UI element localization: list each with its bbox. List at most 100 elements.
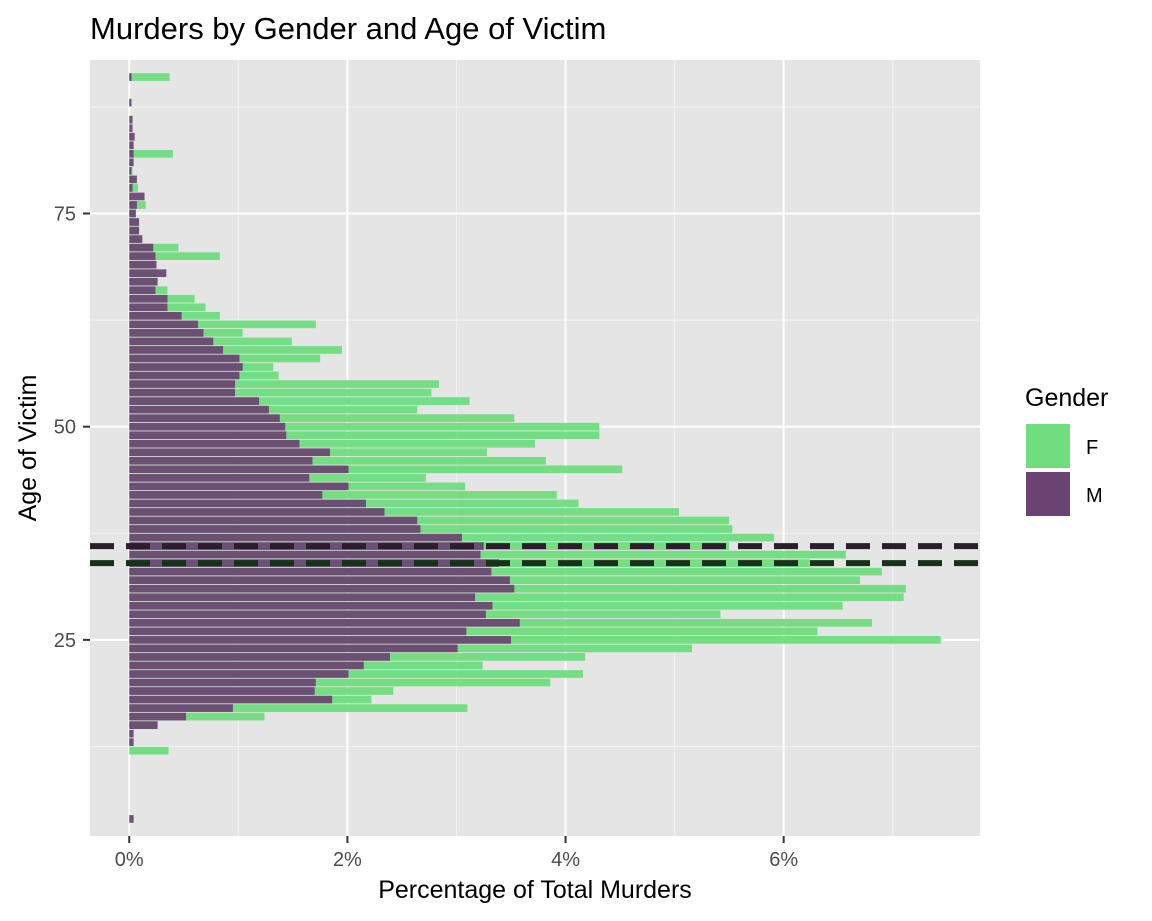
bar-m-age-33 (129, 567, 492, 576)
bar-m-age-68 (129, 269, 167, 278)
bar-m-age-16 (129, 712, 186, 721)
bar-m-age-38 (129, 525, 421, 533)
bar-f-age-51 (129, 414, 515, 422)
bar-m-age-28 (129, 610, 486, 619)
bar-m-age-23 (129, 653, 390, 661)
bar-m-age-17 (129, 704, 233, 712)
bar-m-age-69 (129, 260, 157, 269)
bar-m-age-50 (129, 422, 286, 431)
bar-m-age-19 (129, 687, 315, 695)
x-tick-label: 4% (551, 849, 580, 871)
bar-f-age-46 (129, 456, 546, 465)
bar-m-age-79 (129, 175, 137, 184)
bar-m-age-73 (129, 226, 140, 235)
bar-m-age-82 (129, 149, 134, 158)
bar-m-age-15 (129, 721, 158, 729)
chart-title: Murders by Gender and Age of Victim (90, 11, 606, 46)
bar-f-age-25 (129, 636, 941, 644)
bar-m-age-83 (129, 141, 134, 150)
y-tick-label: 75 (54, 203, 76, 225)
bar-m-age-57 (129, 363, 243, 371)
bar-f-age-21 (129, 670, 583, 678)
bar-m-age-22 (129, 661, 364, 670)
bar-m-age-86 (129, 115, 133, 124)
bar-f-age-30 (129, 593, 904, 602)
bar-m-age-43 (129, 482, 349, 491)
bar-m-age-14 (129, 729, 134, 738)
bar-m-age-13 (129, 738, 134, 747)
bar-m-age-41 (129, 499, 366, 508)
bar-f-age-35 (129, 550, 846, 559)
bar-m-age-26 (129, 627, 467, 636)
bar-m-age-60 (129, 337, 214, 346)
bar-m-age-24 (129, 644, 458, 653)
bar-m-age-30 (129, 593, 476, 602)
y-axis-title: Age of Victim (14, 375, 42, 522)
bar-m-age-44 (129, 474, 310, 482)
bar-m-age-18 (129, 695, 333, 704)
bar-f-age-50 (129, 422, 600, 431)
bar-m-age-54 (129, 388, 236, 397)
x-axis-title: Percentage of Total Murders (378, 876, 692, 904)
bar-f-age-53 (129, 397, 470, 405)
bar-m-age-91 (129, 73, 132, 81)
bar-m-age-46 (129, 456, 313, 465)
bar-f-age-49 (129, 431, 600, 440)
bar-m-age-78 (129, 184, 133, 192)
bar-m-age-88 (129, 98, 132, 107)
legend-swatch-m (1026, 472, 1070, 516)
bar-f-age-40 (129, 508, 679, 516)
bar-f-age-17 (129, 704, 468, 712)
bar-m-age-59 (129, 346, 224, 354)
bar-f-age-42 (129, 491, 557, 499)
bar-f-age-48 (129, 439, 535, 448)
legend-label-m: M (1086, 485, 1103, 507)
bar-f-age-71 (129, 243, 179, 252)
legend: Gender F M (1025, 384, 1108, 516)
bar-f-age-70 (129, 252, 220, 260)
bar-m-age-49 (129, 431, 287, 440)
bar-m-age-85 (129, 124, 133, 133)
y-tick-label: 25 (54, 630, 76, 652)
bar-m-age-63 (129, 311, 182, 320)
bar-f-age-62 (129, 320, 316, 329)
x-tick-label: 6% (769, 849, 798, 871)
bar-m-age-64 (129, 303, 168, 312)
x-tick-label: 2% (333, 849, 362, 871)
bar-m-age-75 (129, 209, 136, 218)
grid-minor (90, 60, 980, 836)
legend-swatch-f (1026, 424, 1070, 468)
bar-m-age-31 (129, 584, 515, 593)
bar-m-age-25 (129, 636, 512, 644)
bar-m-age-65 (129, 294, 168, 303)
bar-m-age-81 (129, 158, 134, 167)
bar-m-age-72 (129, 235, 143, 243)
bar-m-age-20 (129, 678, 316, 687)
bar-f-age-59 (129, 346, 342, 354)
bar-m-age-27 (129, 618, 520, 627)
bar-m-age-67 (129, 277, 158, 286)
bar-m-age-70 (129, 252, 156, 260)
bar-m-age-4 (129, 815, 134, 823)
bar-m-age-74 (129, 218, 140, 226)
bar-f-age-20 (129, 678, 551, 687)
bar-f-age-54 (129, 388, 432, 397)
bar-m-age-80 (129, 167, 132, 175)
y-tick-label: 50 (54, 417, 76, 439)
bar-m-age-51 (129, 414, 280, 422)
bar-m-age-71 (129, 243, 154, 252)
x-axis: 0% 2% 4% 6% (115, 836, 798, 871)
bar-m-age-40 (129, 508, 385, 516)
bar-m-age-39 (129, 516, 418, 525)
bar-f-age-45 (129, 465, 623, 474)
bar-m-age-76 (129, 201, 137, 209)
bar-f-age-12 (129, 746, 169, 755)
bar-m-age-32 (129, 576, 510, 585)
reference-lines (90, 543, 980, 567)
bar-m-age-56 (129, 371, 240, 380)
bar-m-age-48 (129, 439, 300, 448)
bar-m-age-29 (129, 601, 493, 610)
x-tick-label: 0% (115, 849, 144, 871)
bar-f-age-78 (129, 184, 138, 192)
